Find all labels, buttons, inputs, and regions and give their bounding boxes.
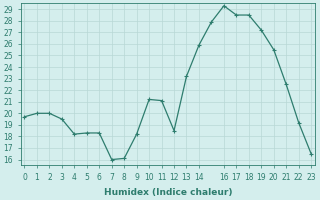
X-axis label: Humidex (Indice chaleur): Humidex (Indice chaleur) <box>104 188 232 197</box>
